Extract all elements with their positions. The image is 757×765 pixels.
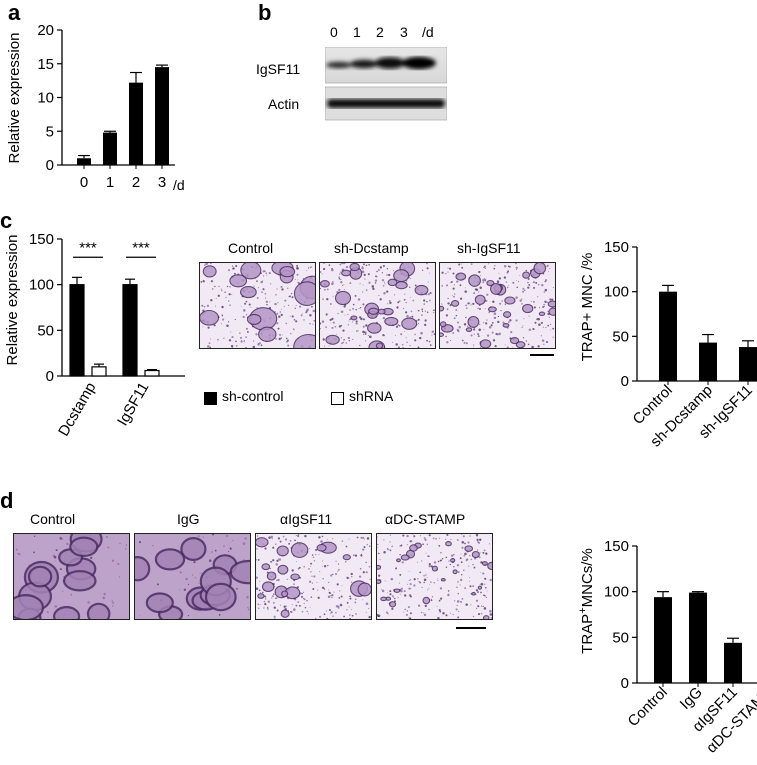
bar (69, 284, 85, 377)
caption-c-sh-igsf11: sh-IgSF11 (457, 240, 521, 256)
panel-label-d: d (0, 488, 14, 513)
bar (659, 291, 677, 381)
igsf11-bands (326, 56, 436, 70)
bar (155, 67, 169, 165)
caption-d-igg: IgG (177, 511, 200, 527)
significance-stars: *** (132, 240, 150, 257)
x-tick-label: 3 (158, 174, 166, 191)
row-label-actin: Actin (268, 96, 300, 112)
ylabel-d-trap: TRAP+MNCs/% (577, 548, 596, 654)
panel-label-c: c (0, 208, 13, 233)
ylabel-d-rest: MNCs/% (579, 548, 596, 607)
caption-d-adcstamp: αDC-STAMP (385, 511, 466, 527)
row-label-igsf11: IgSF11 (256, 61, 301, 77)
micrograph-cells (440, 263, 555, 348)
y-tick-label: 5 (46, 123, 54, 140)
y-tick-label: 0 (46, 157, 54, 174)
micrograph-d-adcstamp (376, 533, 493, 620)
bar (699, 342, 717, 381)
micrograph-c-sh-igsf11 (439, 262, 556, 349)
caption-c-control: Control (228, 240, 274, 256)
y-tick-label: 0 (621, 373, 629, 390)
x-tick-label: IgG (677, 684, 706, 713)
micrograph-d-aigsf11 (255, 533, 372, 620)
y-tick-label: 150 (604, 239, 629, 256)
lane-label-2: 2 (376, 24, 384, 40)
y-tick-label: 50 (612, 328, 629, 345)
xunit-a: /d (173, 177, 185, 193)
x-tick-label: Dcstamp (55, 380, 99, 440)
legend-swatch-sh-control (204, 392, 217, 405)
bar (77, 158, 91, 165)
bar (91, 366, 107, 377)
caption-d-aigsf11: αIgSF11 (280, 511, 333, 527)
lane-label-3: 3 (400, 24, 408, 40)
y-tick-label: 15 (37, 56, 54, 73)
micrograph-c-sh-dcstamp (319, 262, 436, 349)
legend-label-sh-control: sh-control (222, 388, 284, 404)
bar (129, 82, 143, 165)
scale-bar-d (456, 627, 486, 629)
micrograph-d-igg (134, 533, 251, 620)
lane-label-1: 1 (353, 24, 361, 40)
bar (144, 369, 160, 377)
caption-c-sh-dcstamp: sh-Dcstamp (334, 240, 409, 256)
panel-label-b: b (258, 0, 272, 25)
ylabel-c: Relative expression (4, 235, 21, 366)
caption-d-control: Control (30, 511, 76, 527)
y-tick-label: 100 (29, 277, 54, 294)
bar (654, 597, 672, 683)
ylabel-c-trap: TRAP+ MNC /% (579, 253, 596, 362)
blot-image (325, 47, 447, 121)
lane-label-0: 0 (330, 24, 338, 40)
y-tick-label: 0 (621, 675, 629, 692)
bar (739, 347, 757, 381)
micrograph-c-control (199, 262, 316, 349)
legend-swatch-shrna (331, 392, 344, 405)
y-tick-label: 0 (46, 368, 54, 385)
chart-c-expression: Relative expression 0 50 100 150 *** Dcstamp *… (4, 231, 185, 440)
y-tick-label: 100 (604, 284, 629, 301)
bar (724, 642, 742, 683)
x-tick-label: Control (625, 684, 671, 730)
micrograph-cells (14, 534, 128, 619)
bar (103, 132, 117, 165)
y-tick-label: 150 (29, 231, 54, 248)
y-tick-label: 20 (37, 22, 54, 39)
significance-stars: *** (79, 240, 97, 257)
micrograph-cells (377, 534, 492, 619)
bar (122, 284, 138, 377)
panel-label-a: a (8, 0, 21, 25)
x-tick-label: IgSF11 (114, 380, 152, 429)
y-tick-label: 10 (37, 90, 54, 107)
ylabel-d-sup: + (577, 607, 589, 613)
x-tick-label: 0 (80, 174, 88, 191)
legend-label-shrna: shRNA (349, 388, 394, 404)
micrograph-d-control (13, 533, 130, 620)
micrograph-cells (256, 534, 371, 619)
scale-bar-c (530, 354, 554, 356)
ylabel-d-main: TRAP (579, 614, 596, 654)
y-tick-label: 50 (37, 322, 54, 339)
actin-bands (327, 99, 445, 108)
y-tick-label: 100 (604, 584, 629, 601)
y-tick-label: 50 (612, 629, 629, 646)
chart-c-trap: TRAP+ MNC /% 050100150Controlsh-Dcstamps… (579, 239, 757, 450)
x-tick-label: 2 (132, 174, 140, 191)
micrograph-cells (200, 263, 315, 348)
chart-a: Relative expression /d 0 5 10 15 20 0 1 2 3 (6, 22, 185, 193)
ylabel-a: Relative expression (6, 33, 23, 164)
micrograph-cells (320, 263, 435, 348)
y-tick-label: 150 (604, 538, 629, 555)
bar (689, 592, 707, 683)
micrograph-cells (135, 534, 250, 619)
x-tick-label: 1 (106, 174, 114, 191)
western-blot: 0 1 2 3 /d IgSF11 Actin (255, 20, 455, 130)
lane-label-day: /d (422, 24, 434, 40)
